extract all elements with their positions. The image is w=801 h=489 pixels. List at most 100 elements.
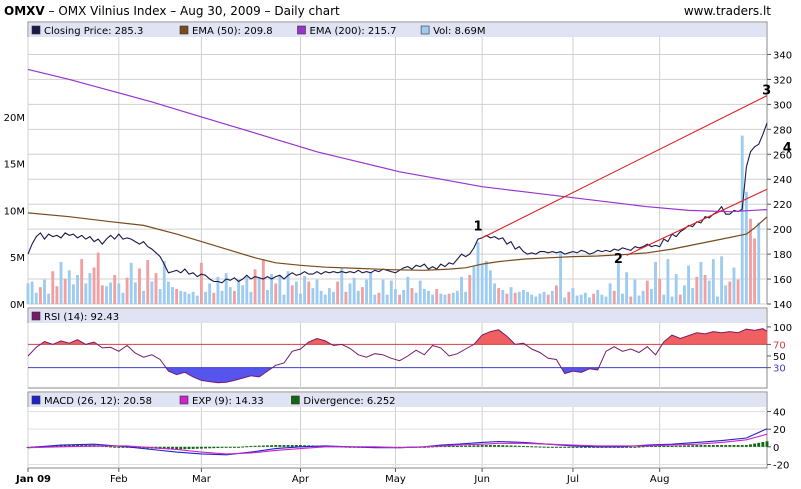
- volume-bar-125: [542, 291, 546, 304]
- macd-legend-swatch-2: [291, 395, 300, 405]
- site-link[interactable]: www.traders.lt: [683, 4, 771, 18]
- divergence-bar-65: [294, 445, 298, 447]
- volume-bar-17: [96, 252, 100, 304]
- divergence-bar-51: [237, 446, 240, 448]
- divergence-bar-43: [204, 446, 207, 449]
- volume-bar-141: [608, 283, 612, 304]
- price-legend-label-2: EMA (200): 215.7: [310, 26, 397, 37]
- volume-bar-136: [588, 297, 591, 304]
- divergence-bar-42: [199, 446, 203, 449]
- divergence-bar-166: [711, 445, 715, 447]
- divergence-bar-171: [732, 445, 736, 447]
- volume-bar-86: [381, 279, 385, 304]
- divergence-bar-148: [637, 446, 641, 448]
- price-ytick-label-10: 340: [773, 50, 792, 61]
- divergence-bar-39: [187, 446, 191, 450]
- volume-bar-123: [534, 296, 538, 304]
- divergence-bar-19: [105, 446, 108, 448]
- divergence-bar-56: [257, 445, 261, 447]
- divergence-bar-123: [534, 446, 538, 448]
- rsi-overbought-fill: [40, 328, 767, 345]
- price-ytick-label-0: 140: [773, 300, 792, 311]
- macd-panel: -20 0 20 40 MACD (26, 12): 20.58 EXP (9): 14.…: [26, 391, 789, 471]
- volume-bar-102: [447, 293, 451, 304]
- macd-ytick-label-1: 0: [773, 443, 779, 454]
- volume-bar-120: [521, 289, 525, 304]
- volume-bar-53: [245, 276, 249, 304]
- volume-ytick-label-1: 5M: [10, 253, 25, 264]
- volume-bar-9: [63, 278, 67, 304]
- volume-bar-3: [38, 287, 42, 304]
- divergence-bar-41: [195, 446, 199, 449]
- volume-bar-107: [468, 274, 472, 304]
- volume-bar-45: [212, 292, 216, 304]
- divergence-bar-153: [658, 445, 662, 447]
- volume-bar-13: [80, 259, 84, 304]
- volume-bar-150: [645, 280, 649, 304]
- volume-bar-30: [150, 281, 154, 304]
- volume-bar-164: [703, 274, 707, 304]
- volume-bar-103: [451, 292, 455, 304]
- divergence-bar-121: [526, 446, 529, 448]
- rsi-ytick-label-2: 70: [773, 340, 786, 351]
- volume-bar-75: [336, 281, 340, 304]
- divergence-bar-48: [224, 446, 228, 448]
- rsi-ytick-label-1: 50: [773, 352, 786, 363]
- rsi-line: [27, 328, 768, 384]
- divergence-bar-136: [588, 446, 591, 448]
- volume-bar-59: [270, 274, 274, 304]
- divergence-bar-119: [517, 445, 521, 447]
- volume-bar-18: [100, 285, 104, 304]
- divergence-bar-66: [299, 445, 302, 447]
- volume-bar-36: [175, 289, 179, 304]
- volume-bar-24: [125, 277, 129, 304]
- price-legend-label-0: Closing Price: 285.3: [44, 26, 143, 37]
- chart-title: OMXV – OMX Vilnius Index – Aug 30, 2009 …: [4, 4, 340, 18]
- divergence-bar-63: [286, 445, 290, 447]
- x-tick-label-5: Jun: [473, 474, 490, 485]
- volume-bar-149: [641, 290, 645, 304]
- divergence-bar-151: [649, 445, 653, 447]
- volume-bar-85: [377, 292, 381, 304]
- volume-bar-44: [208, 283, 212, 304]
- volume-bar-61: [278, 274, 282, 304]
- divergence-bar-130: [563, 446, 567, 448]
- divergence-bar-111: [484, 445, 488, 447]
- volume-bar-49: [228, 287, 232, 304]
- volume-bar-138: [596, 289, 600, 304]
- divergence-bar-118: [513, 445, 517, 447]
- volume-bar-159: [682, 285, 686, 304]
- divergence-bar-152: [654, 445, 657, 447]
- x-tick-label-2: Mar: [192, 474, 212, 485]
- volume-bar-155: [666, 259, 670, 304]
- divergence-bar-125: [542, 446, 546, 448]
- volume-bar-129: [559, 251, 563, 304]
- trendline-1: [626, 188, 768, 256]
- volume-bar-27: [138, 268, 141, 304]
- volume-bar-74: [332, 291, 335, 304]
- divergence-bar-169: [724, 445, 728, 447]
- volume-bar-147: [633, 279, 637, 304]
- divergence-bar-154: [662, 445, 666, 447]
- divergence-bar-173: [740, 445, 744, 447]
- macd-legend-label-2: Divergence: 6.252: [303, 396, 395, 407]
- volume-bar-124: [538, 293, 542, 304]
- price-ytick-label-9: 320: [773, 75, 792, 86]
- volume-bar-4: [43, 279, 46, 304]
- volume-bar-87: [385, 294, 389, 304]
- volume-bar-50: [232, 290, 236, 304]
- divergence-bar-105: [460, 445, 463, 447]
- volume-ytick-label-2: 10M: [4, 206, 25, 217]
- divergence-bar-44: [208, 446, 212, 449]
- price-legend-label-3: Vol: 8.69M: [433, 26, 485, 37]
- volume-bar-23: [121, 292, 125, 304]
- volume-bar-33: [162, 260, 166, 304]
- x-axis: Jan 09 Feb Mar Apr May Jun Jul Aug: [15, 468, 669, 485]
- divergence-bar-116: [505, 445, 509, 447]
- volume-bar-132: [571, 288, 575, 304]
- divergence-bar-57: [261, 445, 265, 447]
- volume-bar-48: [224, 273, 228, 304]
- divergence-bar-117: [509, 445, 513, 447]
- volume-bar-47: [220, 290, 224, 304]
- volume-ytick-label-3: 15M: [4, 160, 25, 171]
